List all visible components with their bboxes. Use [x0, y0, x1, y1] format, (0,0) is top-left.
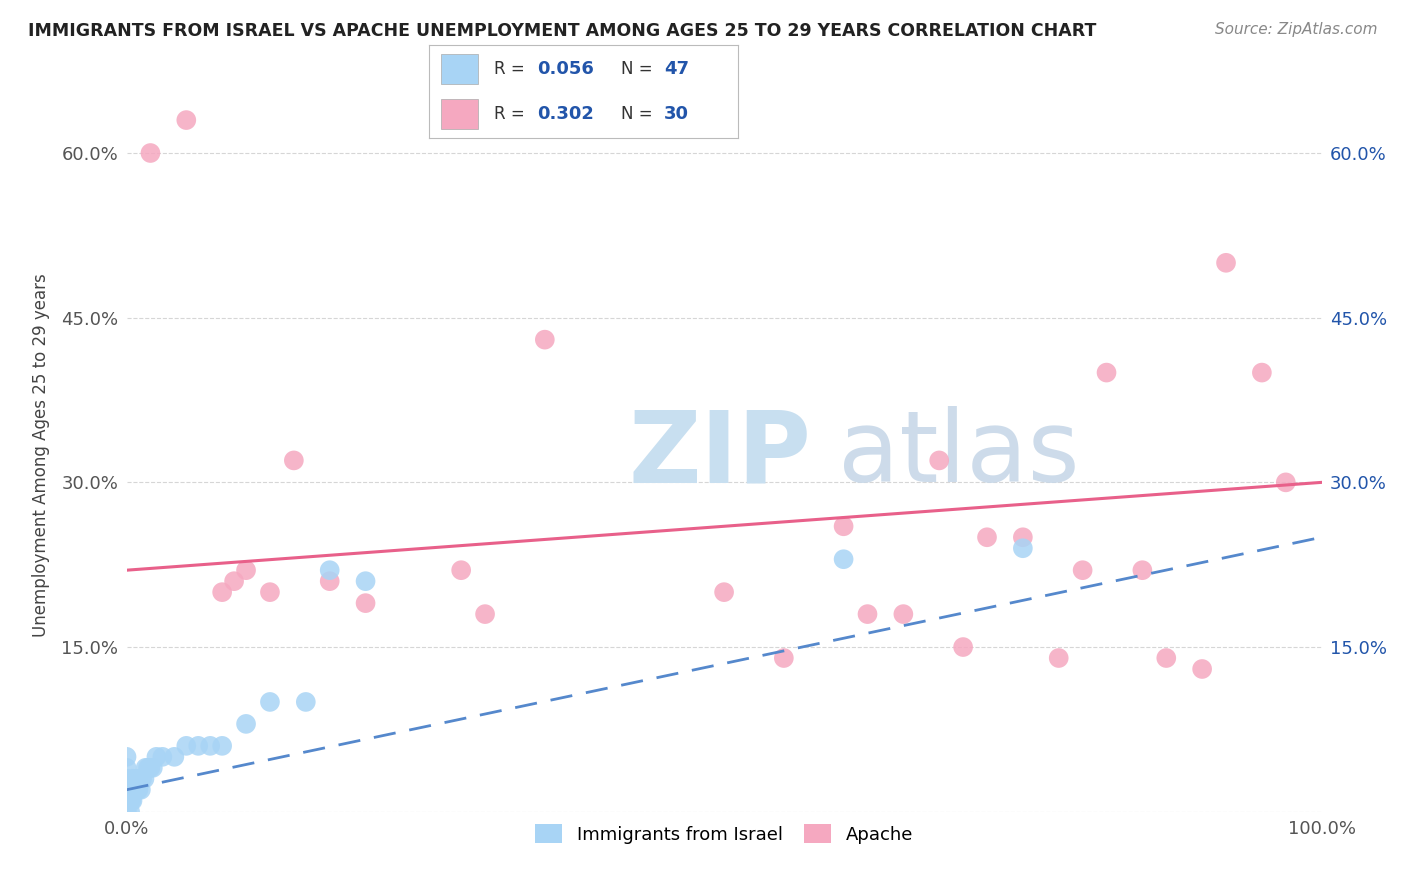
Text: N =: N =	[620, 60, 658, 78]
Point	[115, 805, 138, 819]
Point	[259, 695, 281, 709]
FancyBboxPatch shape	[441, 54, 478, 84]
Point	[136, 761, 159, 775]
Point	[533, 333, 555, 347]
Point	[115, 794, 138, 808]
Point	[952, 640, 974, 654]
Point	[832, 519, 855, 533]
Text: R =: R =	[494, 60, 530, 78]
Point	[125, 772, 148, 786]
Legend: Immigrants from Israel, Apache: Immigrants from Israel, Apache	[526, 815, 922, 853]
Point	[294, 695, 316, 709]
Point	[1071, 563, 1094, 577]
Point	[120, 782, 142, 797]
Point	[259, 585, 281, 599]
Point	[115, 749, 138, 764]
Point	[115, 794, 138, 808]
Point	[115, 782, 138, 797]
Text: atlas: atlas	[838, 407, 1080, 503]
Point	[142, 761, 165, 775]
Point	[135, 761, 157, 775]
Point	[928, 453, 950, 467]
Point	[121, 772, 143, 786]
Point	[283, 453, 305, 467]
Point	[450, 563, 472, 577]
Point	[115, 805, 138, 819]
Point	[1215, 256, 1237, 270]
Text: ZIP: ZIP	[628, 407, 811, 503]
FancyBboxPatch shape	[441, 99, 478, 129]
Point	[163, 749, 186, 764]
Text: N =: N =	[620, 105, 658, 123]
Point	[354, 596, 377, 610]
Point	[318, 563, 342, 577]
Point	[150, 749, 174, 764]
Point	[115, 772, 138, 786]
Point	[1154, 651, 1177, 665]
Point	[115, 789, 138, 803]
Text: IMMIGRANTS FROM ISRAEL VS APACHE UNEMPLOYMENT AMONG AGES 25 TO 29 YEARS CORRELAT: IMMIGRANTS FROM ISRAEL VS APACHE UNEMPLO…	[28, 22, 1097, 40]
Point	[976, 530, 998, 544]
Point	[115, 799, 138, 814]
Point	[127, 772, 149, 786]
Point	[122, 782, 145, 797]
Point	[120, 805, 142, 819]
Text: Source: ZipAtlas.com: Source: ZipAtlas.com	[1215, 22, 1378, 37]
Point	[120, 794, 142, 808]
Text: 0.302: 0.302	[537, 105, 593, 123]
Point	[131, 772, 153, 786]
Point	[121, 794, 143, 808]
Point	[713, 585, 735, 599]
Point	[235, 563, 257, 577]
Point	[134, 772, 156, 786]
Point	[856, 607, 879, 621]
Text: 0.056: 0.056	[537, 60, 593, 78]
Point	[211, 739, 233, 753]
Point	[235, 717, 257, 731]
Point	[115, 799, 138, 814]
Point	[773, 651, 796, 665]
Point	[222, 574, 246, 589]
Point	[832, 552, 855, 566]
Point	[200, 739, 222, 753]
Point	[1047, 651, 1070, 665]
Point	[127, 782, 149, 797]
Point	[139, 761, 162, 775]
Point	[124, 782, 146, 797]
Point	[174, 739, 197, 753]
Point	[139, 146, 162, 161]
Point	[129, 782, 152, 797]
Text: 47: 47	[664, 60, 689, 78]
Point	[1095, 366, 1118, 380]
Text: R =: R =	[494, 105, 530, 123]
Point	[145, 749, 167, 764]
Point	[211, 585, 233, 599]
Point	[120, 794, 142, 808]
Y-axis label: Unemployment Among Ages 25 to 29 years: Unemployment Among Ages 25 to 29 years	[32, 273, 51, 637]
Point	[187, 739, 209, 753]
Point	[1191, 662, 1213, 676]
Point	[174, 113, 197, 128]
Point	[474, 607, 496, 621]
Point	[318, 574, 342, 589]
Point	[1274, 475, 1296, 490]
Point	[1130, 563, 1153, 577]
Point	[1011, 530, 1033, 544]
Point	[120, 782, 142, 797]
Point	[115, 805, 138, 819]
Point	[891, 607, 914, 621]
Point	[1250, 366, 1272, 380]
Point	[1011, 541, 1033, 556]
Point	[354, 574, 377, 589]
Point	[115, 761, 138, 775]
Point	[115, 782, 138, 797]
Point	[127, 782, 149, 797]
Text: 30: 30	[664, 105, 689, 123]
